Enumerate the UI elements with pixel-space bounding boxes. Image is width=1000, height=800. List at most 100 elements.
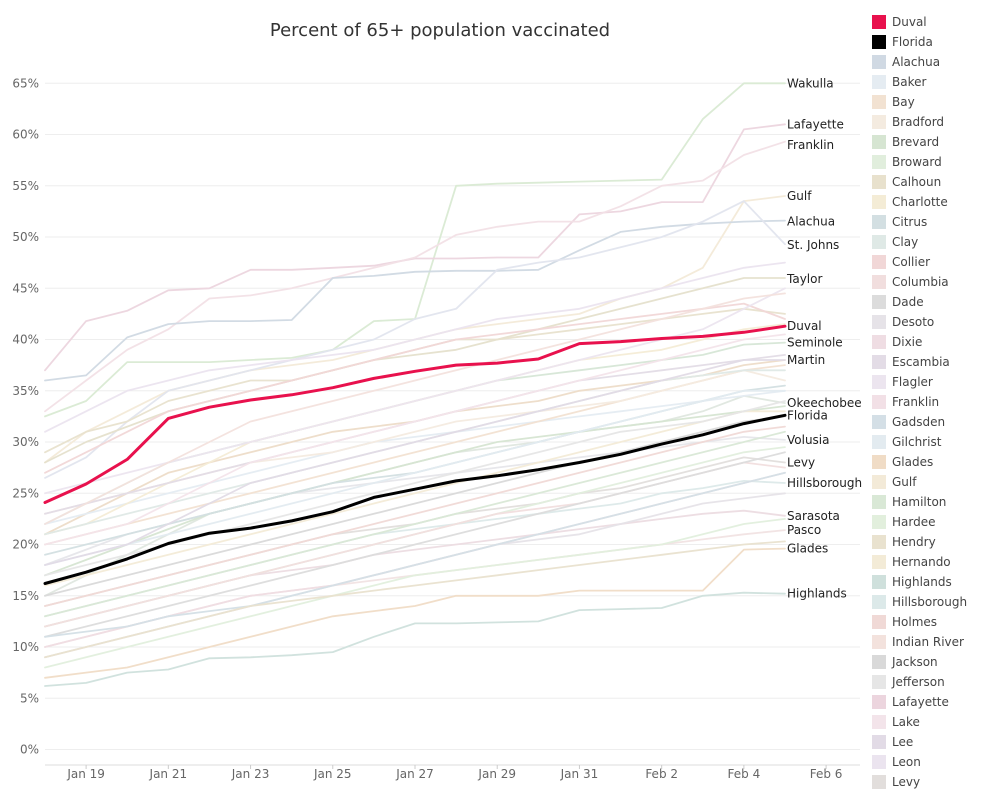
legend-label: Lake [892, 715, 920, 729]
legend-label: Lafayette [892, 695, 949, 709]
legend-swatch [872, 255, 886, 269]
y-tick-label: 65% [12, 76, 39, 90]
legend-item[interactable]: Indian River [872, 632, 1000, 652]
legend-item[interactable]: Gadsden [872, 412, 1000, 432]
legend-label: Duval [892, 15, 927, 29]
series-line-holmes [44, 425, 786, 607]
legend-label: Hamilton [892, 495, 947, 509]
legend-item[interactable]: Levy [872, 772, 1000, 792]
legend-item[interactable]: Escambia [872, 352, 1000, 372]
legend-item[interactable]: Citrus [872, 212, 1000, 232]
legend-item[interactable]: Bay [872, 92, 1000, 112]
legend-label: Bradford [892, 115, 945, 129]
legend-label: Hendry [892, 535, 936, 549]
legend-item[interactable]: Jefferson [872, 672, 1000, 692]
y-tick-label: 35% [12, 384, 39, 398]
series-line-brevard [44, 405, 786, 577]
series-line-jackson [44, 415, 786, 597]
legend-item[interactable]: Leon [872, 752, 1000, 772]
legend-swatch [872, 35, 886, 49]
end-label: Duval [787, 319, 822, 333]
chart-title: Percent of 65+ population vaccinated [269, 20, 611, 41]
legend-swatch [872, 415, 886, 429]
legend-item[interactable]: Hernando [872, 552, 1000, 572]
legend-label: Lee [892, 735, 914, 749]
legend-item[interactable]: Dixie [872, 332, 1000, 352]
legend-label: Jackson [892, 655, 938, 669]
legend-swatch [872, 715, 886, 729]
legend-item[interactable]: Charlotte [872, 192, 1000, 212]
series-line-leon [44, 261, 786, 433]
legend-item[interactable]: Gulf [872, 472, 1000, 492]
legend-item[interactable]: Lafayette [872, 692, 1000, 712]
legend-swatch [872, 315, 886, 329]
legend-swatch [872, 15, 886, 29]
legend-item[interactable]: Duval [872, 12, 1000, 32]
legend-item[interactable]: Brevard [872, 132, 1000, 152]
series-line-glades [44, 547, 786, 679]
legend-item[interactable]: Glades [872, 452, 1000, 472]
series-line-baker [44, 389, 786, 525]
legend-label: Charlotte [892, 195, 948, 209]
legend-item[interactable]: Alachua [872, 52, 1000, 72]
legend-swatch [872, 635, 886, 649]
legend-swatch [872, 115, 886, 129]
legend-item[interactable]: Collier [872, 252, 1000, 272]
series-line-hamilton [44, 430, 786, 618]
end-label: Alachua [787, 215, 835, 229]
legend-item[interactable]: Franklin [872, 392, 1000, 412]
legend-item[interactable]: Bradford [872, 112, 1000, 132]
series-line-martin [44, 359, 786, 536]
legend-swatch [872, 275, 886, 289]
legend-item[interactable]: Jackson [872, 652, 1000, 672]
y-tick-label: 0% [20, 743, 39, 757]
legend-item[interactable]: Desoto [872, 312, 1000, 332]
legend-item[interactable]: Baker [872, 72, 1000, 92]
legend-item[interactable]: Calhoun [872, 172, 1000, 192]
legend-item[interactable]: Highlands [872, 572, 1000, 592]
end-label: Glades [787, 542, 828, 556]
series-line-dade [44, 451, 786, 638]
legend-label: Gilchrist [892, 435, 942, 449]
end-label: Martin [787, 353, 825, 367]
legend-label: Hillsborough [892, 595, 968, 609]
legend-swatch [872, 535, 886, 549]
legend-item[interactable]: Dade [872, 292, 1000, 312]
legend-item[interactable]: Florida [872, 32, 1000, 52]
legend-item[interactable]: Lake [872, 712, 1000, 732]
legend-item[interactable]: Flagler [872, 372, 1000, 392]
legend-swatch [872, 755, 886, 769]
legend-swatch [872, 595, 886, 609]
legend-label: Glades [892, 455, 934, 469]
legend-item[interactable]: Gilchrist [872, 432, 1000, 452]
legend-item[interactable]: Hendry [872, 532, 1000, 552]
legend-swatch [872, 295, 886, 309]
legend-item[interactable]: Columbia [872, 272, 1000, 292]
legend-label: Jefferson [892, 675, 945, 689]
end-label: Gulf [787, 189, 812, 203]
end-label: Florida [787, 408, 828, 422]
x-tick-label: Feb 6 [810, 767, 843, 781]
legend-item[interactable]: Hillsborough [872, 592, 1000, 612]
legend-label: Franklin [892, 395, 940, 409]
legend-swatch [872, 235, 886, 249]
series-line-dixie [44, 471, 786, 648]
y-tick-label: 5% [20, 691, 39, 705]
legend-label: Baker [892, 75, 927, 89]
legend-item[interactable]: Holmes [872, 612, 1000, 632]
legend-swatch [872, 775, 886, 789]
series-line-highlands [44, 591, 786, 687]
legend-item[interactable]: Hamilton [872, 492, 1000, 512]
legend-swatch [872, 155, 886, 169]
legend-item[interactable]: Broward [872, 152, 1000, 172]
legend-item[interactable]: Clay [872, 232, 1000, 252]
end-label: Franklin [787, 138, 834, 152]
x-tick-label: Jan 25 [313, 767, 352, 781]
legend-item[interactable]: Lee [872, 732, 1000, 752]
series-line-gilchrist [44, 389, 786, 566]
legend-swatch [872, 655, 886, 669]
legend-item[interactable]: Hardee [872, 512, 1000, 532]
end-label: Lafayette [787, 117, 844, 131]
end-label: Pasco [787, 523, 821, 537]
legend-label: Collier [892, 255, 931, 269]
